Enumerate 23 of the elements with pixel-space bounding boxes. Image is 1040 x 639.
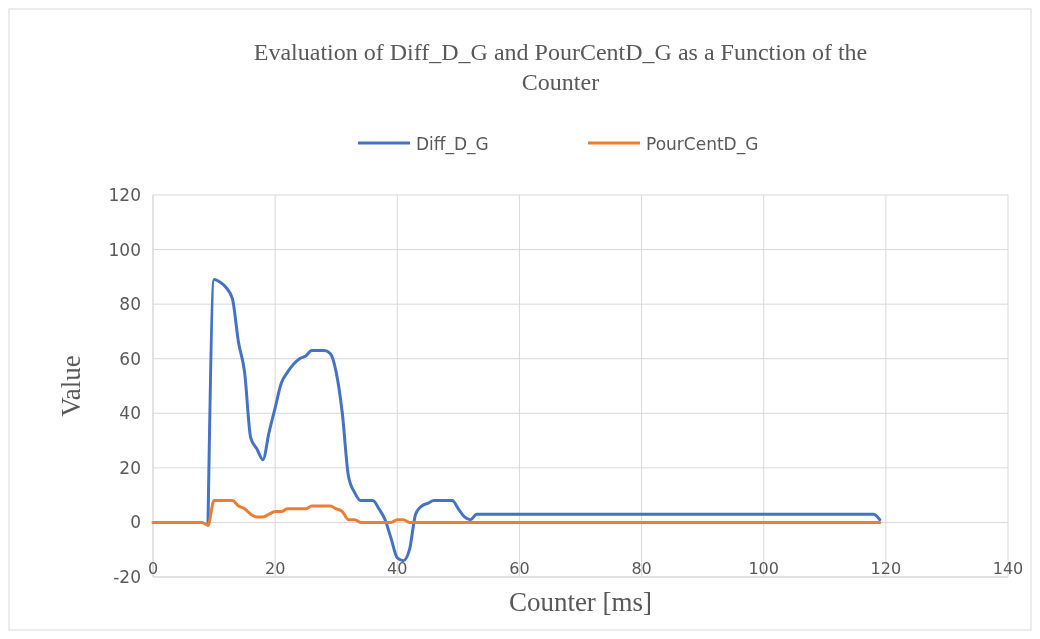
x-tick-label: 0	[147, 559, 159, 579]
x-tick-label: 20	[264, 559, 286, 579]
legend-label: PourCentD_G	[646, 134, 759, 155]
x-tick-label: 140	[992, 559, 1024, 579]
y-tick-label: 60	[119, 348, 141, 369]
y-tick-label: 0	[130, 512, 141, 533]
y-tick-label: 120	[108, 185, 141, 205]
y-tick-label: 20	[119, 457, 141, 478]
x-axis-title: Counter [ms]	[508, 587, 653, 617]
x-tick-label: 40	[387, 559, 408, 579]
line-series	[206, 278, 882, 563]
x-tick-label: 60	[509, 559, 530, 579]
y-axis-title: Value	[56, 355, 86, 417]
y-tick-label: 100	[108, 239, 141, 260]
x-tick-label: 80	[631, 559, 652, 579]
chart-title: Evaluation of Diff_D_G and PourCentD_G as a Function of the Counter	[253, 39, 868, 95]
line-series	[151, 499, 882, 527]
y-tick-label: 40	[119, 403, 141, 424]
legend-label: Diff_D_G	[416, 134, 489, 155]
x-tick-label: 100	[748, 559, 779, 579]
y-tick-label: 80	[119, 294, 141, 315]
y-tick-label: -20	[113, 567, 141, 587]
x-tick-label: 120	[870, 559, 902, 579]
